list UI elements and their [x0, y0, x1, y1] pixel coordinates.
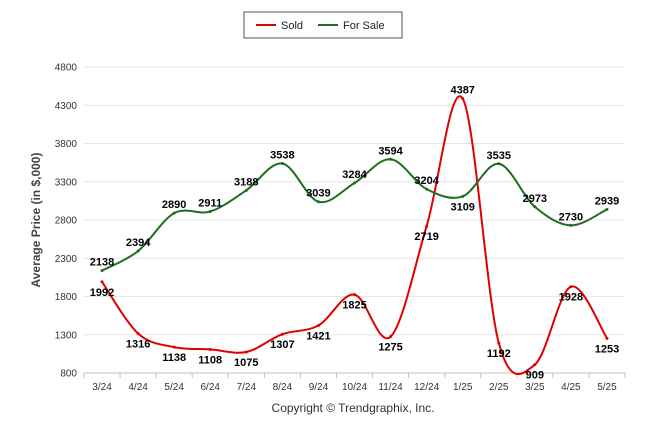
- data-label-sold: 1075: [234, 357, 258, 369]
- data-label-sold: 1992: [90, 287, 114, 299]
- grid: [84, 66, 625, 374]
- y-tick-label: 4300: [55, 101, 78, 112]
- data-point-for-sale: [497, 162, 501, 166]
- data-label-sold: 1275: [378, 342, 402, 354]
- data-point-sold: [316, 323, 320, 327]
- data-label-for-sale: 3204: [414, 175, 439, 187]
- data-point-for-sale: [244, 188, 248, 192]
- data-label-for-sale: 2911: [198, 198, 222, 210]
- data-point-sold: [244, 350, 248, 354]
- data-label-for-sale: 3109: [450, 201, 474, 213]
- x-tick-label: 5/24: [164, 382, 184, 393]
- x-axis: 3/24 4/24 5/24 6/24 7/24 8/24 9/24 10/24 11/24 12…: [83, 372, 626, 393]
- y-tick-label: 2800: [55, 216, 78, 227]
- data-point-for-sale: [208, 210, 212, 214]
- x-tick-label: 5/25: [597, 382, 617, 393]
- data-label-sold: 1307: [270, 339, 294, 351]
- data-point-sold: [605, 336, 609, 340]
- data-point-sold: [569, 285, 573, 289]
- x-tick-label: 4/25: [561, 382, 581, 393]
- x-tick-label: 3/24: [92, 382, 112, 393]
- data-point-sold: [533, 363, 537, 367]
- data-label-sold: 1192: [487, 348, 511, 360]
- x-tick-label: 11/24: [378, 382, 403, 393]
- data-point-for-sale: [389, 157, 393, 161]
- data-point-for-sale: [172, 211, 176, 215]
- data-label-for-sale: 3284: [342, 169, 367, 181]
- data-label-sold: 1421: [306, 330, 330, 342]
- data-labels: 1992 1316 1138 1108 1075 1307 1421 1825 1275 2719…: [90, 85, 619, 382]
- data-point-sold: [136, 332, 140, 336]
- data-label-for-sale: 3188: [234, 176, 258, 188]
- x-tick-label: 10/24: [342, 382, 367, 393]
- data-label-sold: 1316: [126, 339, 150, 351]
- data-label-for-sale: 2394: [126, 237, 151, 249]
- x-tick-label: 9/24: [309, 382, 329, 393]
- data-label-for-sale: 3039: [306, 188, 330, 200]
- data-label-for-sale: 2939: [595, 195, 619, 207]
- data-label-sold: 1108: [198, 354, 222, 366]
- x-tick-label: 12/24: [414, 382, 439, 393]
- x-tick-label: 6/24: [200, 382, 220, 393]
- data-label-sold: 1253: [595, 343, 619, 355]
- data-point-for-sale: [425, 187, 429, 191]
- legend-label-sold: Sold: [281, 20, 303, 32]
- data-point-for-sale: [533, 205, 537, 209]
- data-label-sold: 2719: [414, 231, 438, 243]
- data-point-sold: [497, 341, 501, 345]
- y-tick-label: 2300: [55, 254, 78, 265]
- y-tick-label: 800: [60, 369, 77, 380]
- data-label-sold: 1825: [342, 300, 366, 312]
- data-point-sold: [389, 335, 393, 339]
- data-label-for-sale: 3535: [487, 150, 511, 162]
- data-label-sold: 909: [526, 370, 544, 382]
- data-point-for-sale: [605, 207, 609, 211]
- x-tick-label: 2/25: [489, 382, 509, 393]
- copyright-footer: Copyright © Trendgraphix, Inc.: [272, 401, 435, 415]
- legend-label-for-sale: For Sale: [343, 20, 385, 32]
- y-tick-label: 3300: [55, 177, 78, 188]
- legend: Sold For Sale: [243, 11, 403, 39]
- y-tick-label: 1800: [55, 292, 78, 303]
- data-point-sold: [100, 280, 104, 284]
- y-tick-label: 1300: [55, 330, 78, 341]
- x-tick-label: 4/24: [128, 382, 148, 393]
- data-point-for-sale: [100, 269, 104, 273]
- data-point-for-sale: [353, 181, 356, 185]
- data-point-sold: [280, 332, 284, 336]
- data-label-sold: 4387: [450, 85, 474, 97]
- x-tick-label: 1/25: [453, 382, 473, 393]
- data-point-sold: [208, 347, 212, 351]
- y-axis-title: Average Price (in $,000): [29, 153, 43, 288]
- x-tick-label: 3/25: [525, 382, 545, 393]
- x-tick-label: 7/24: [237, 382, 257, 393]
- x-tick-label: 8/24: [273, 382, 293, 393]
- data-label-for-sale: 2973: [523, 193, 547, 205]
- y-tick-label: 4800: [55, 63, 78, 74]
- data-point-for-sale: [569, 223, 573, 227]
- data-label-for-sale: 3594: [378, 145, 403, 157]
- data-point-sold: [461, 97, 465, 101]
- series-layer: [100, 95, 609, 376]
- series-line-sold: [101, 95, 608, 376]
- data-point-for-sale: [280, 162, 284, 166]
- data-label-for-sale: 2730: [559, 211, 583, 223]
- data-label-sold: 1138: [162, 352, 186, 364]
- data-point-for-sale: [316, 200, 320, 204]
- data-label-for-sale: 2890: [162, 199, 186, 211]
- data-label-for-sale: 2138: [90, 257, 114, 269]
- data-label-for-sale: 3538: [270, 150, 294, 162]
- data-point-sold: [425, 224, 429, 228]
- data-point-sold: [172, 345, 176, 349]
- data-point-for-sale: [136, 249, 140, 253]
- y-axis: 800 1300 1800 2300 2800 3300 3800 4300 4800: [55, 63, 78, 380]
- y-tick-label: 3800: [55, 139, 78, 150]
- data-label-sold: 1928: [559, 292, 583, 304]
- data-point-sold: [353, 293, 356, 297]
- data-point-for-sale: [461, 194, 465, 198]
